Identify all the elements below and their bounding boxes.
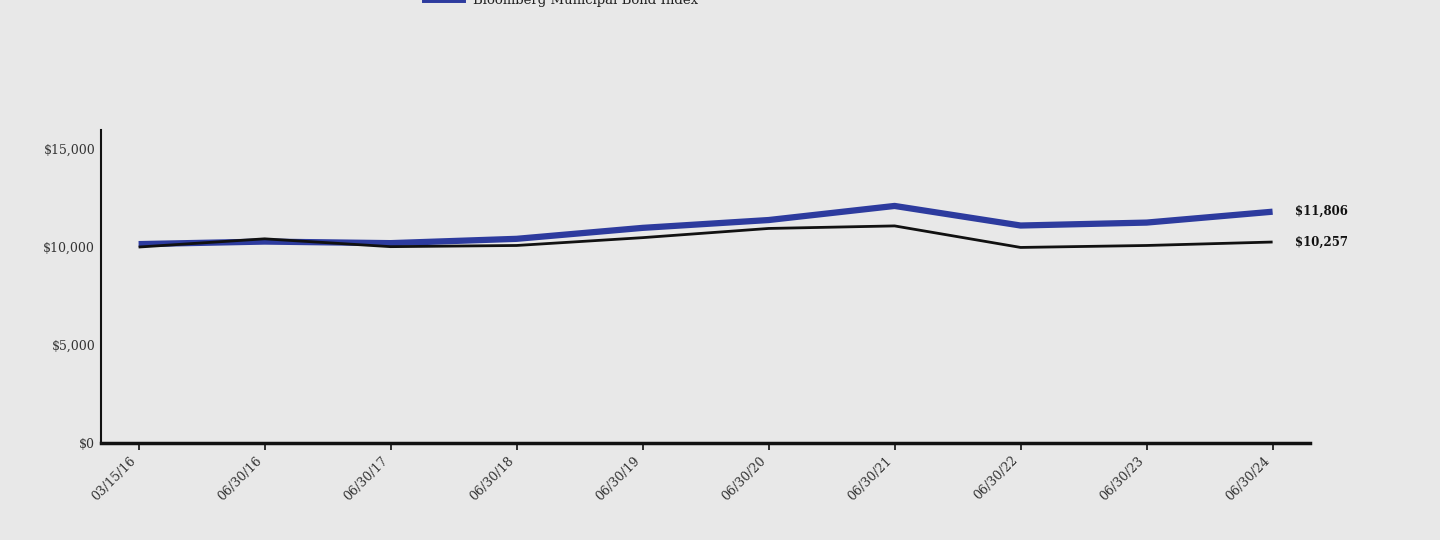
Text: $11,806: $11,806 [1295, 205, 1348, 218]
Text: $10,257: $10,257 [1295, 235, 1348, 248]
Legend: Spirit of America Municipal Tax Free Bond Fund - Class C Shares, Bloomberg Munic: Spirit of America Municipal Tax Free Bon… [425, 0, 913, 8]
